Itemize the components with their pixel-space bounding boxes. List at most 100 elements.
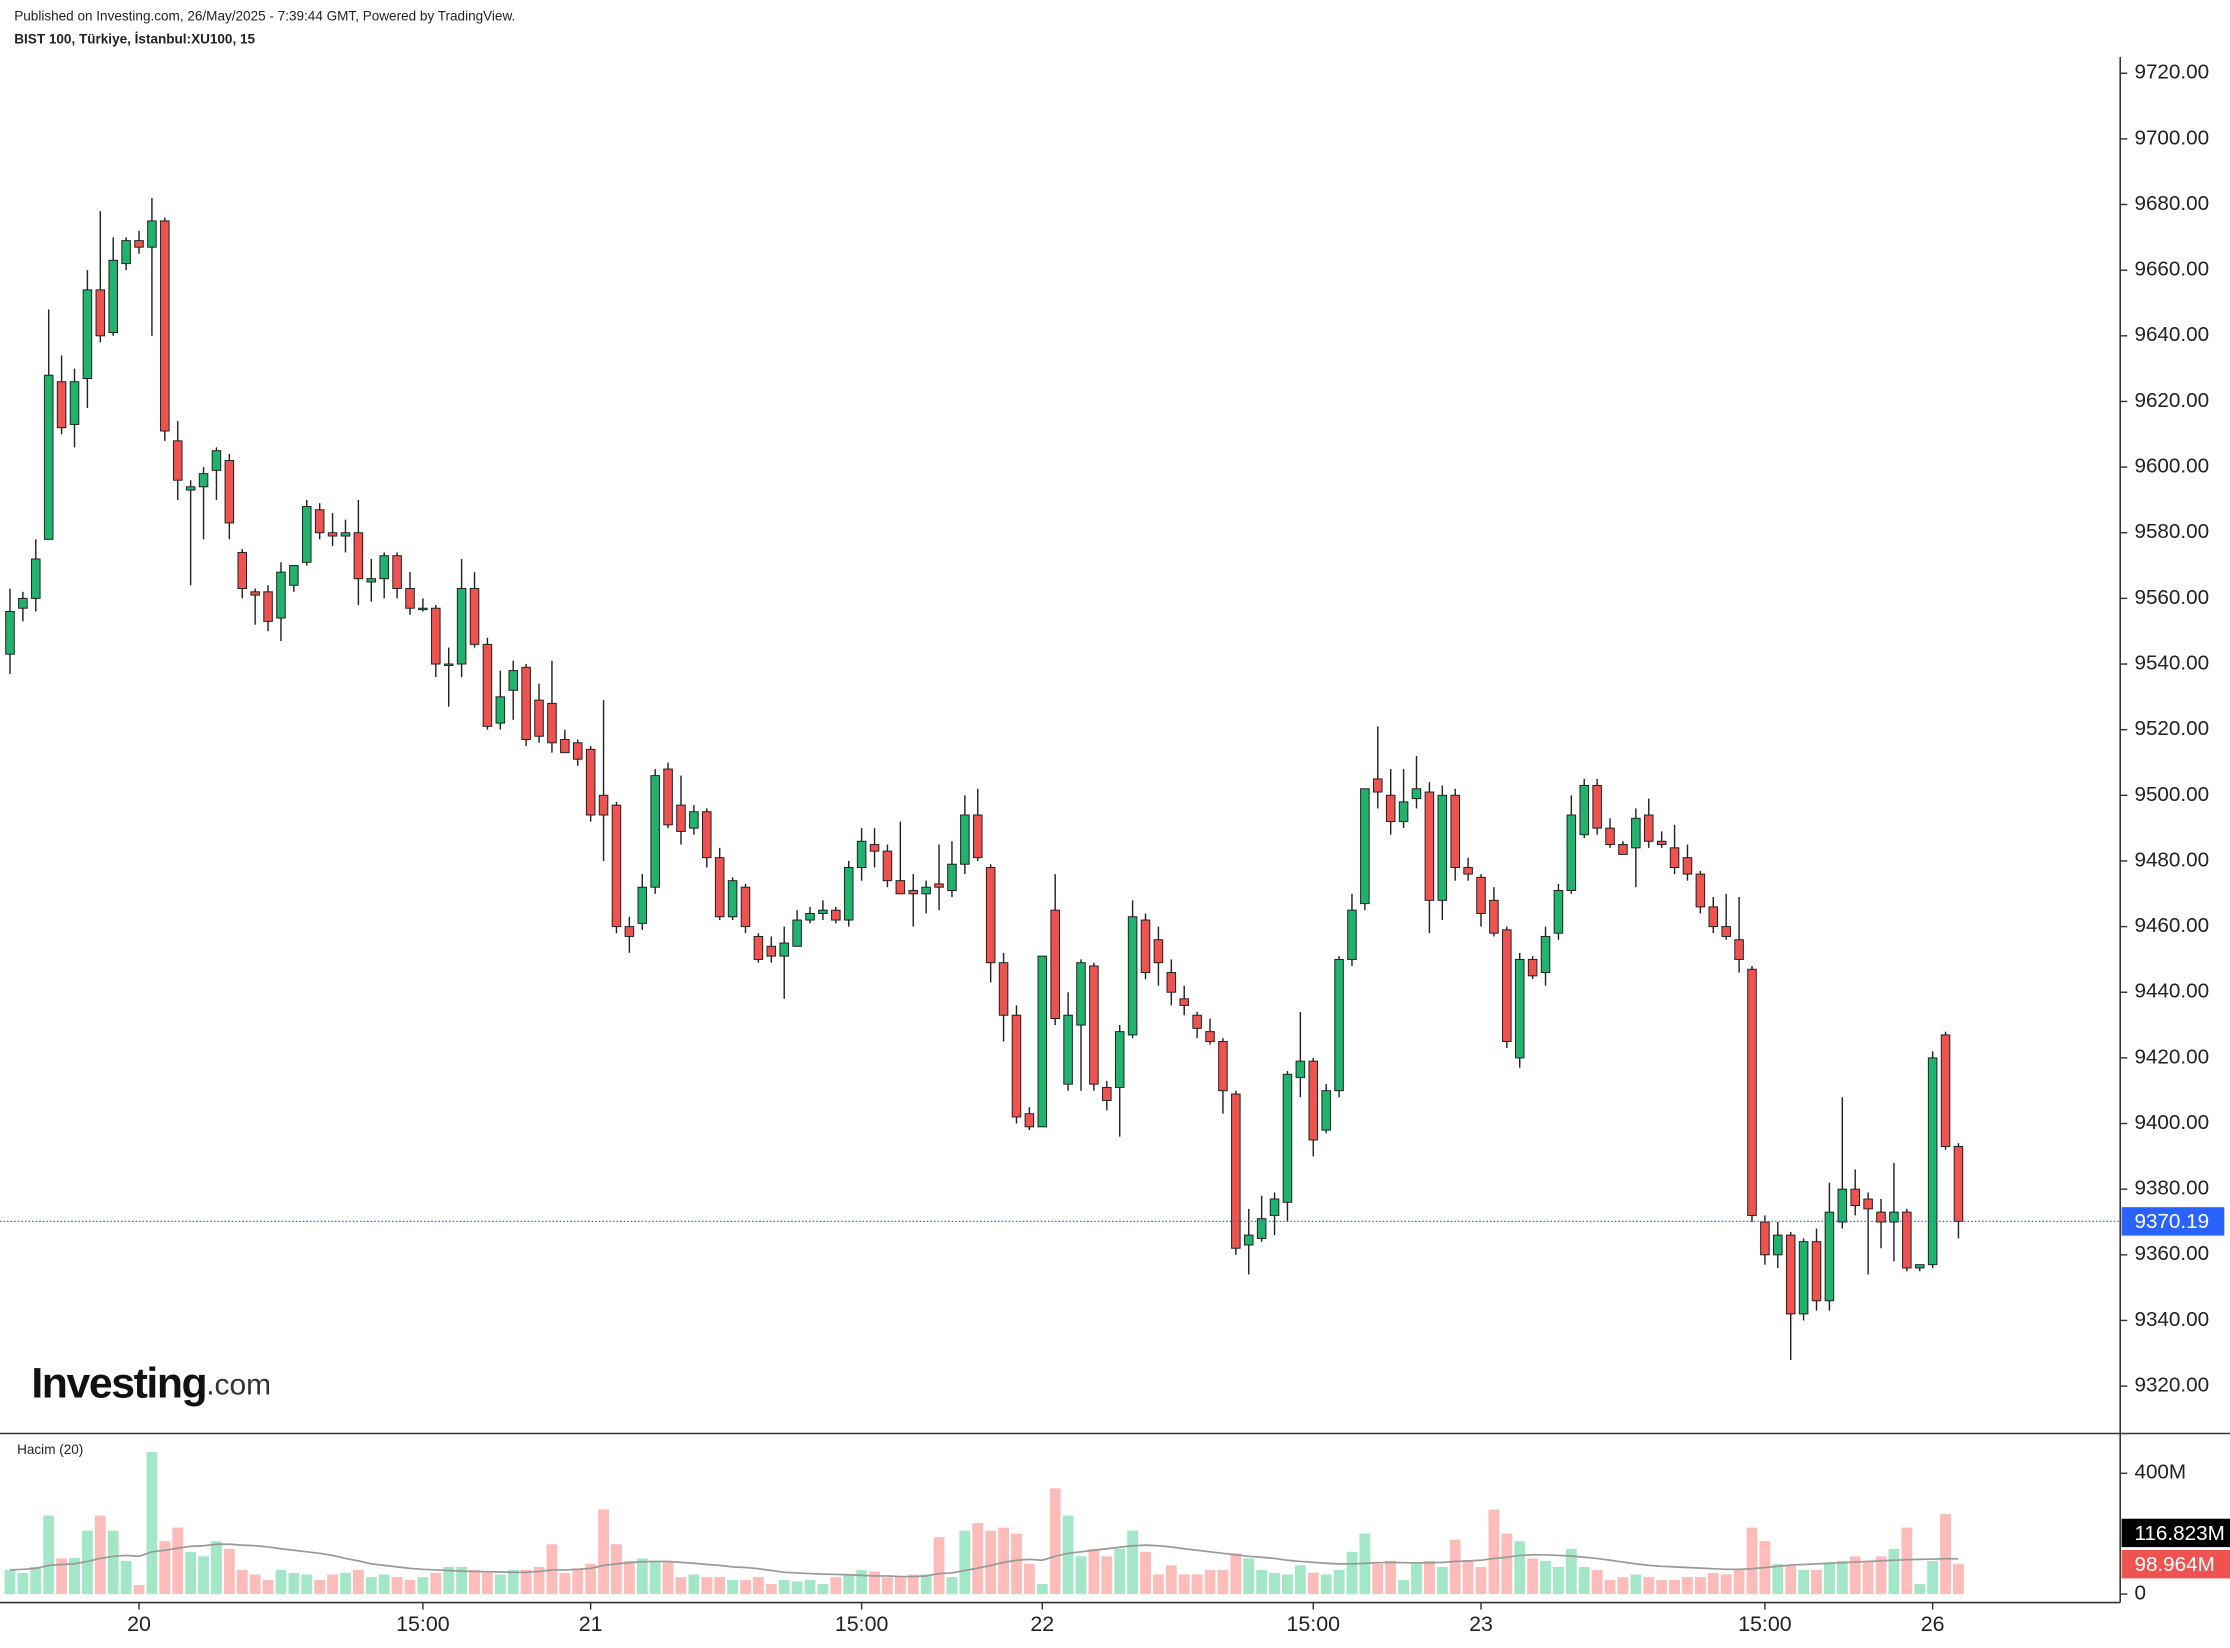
volume-bar <box>933 1537 945 1595</box>
candle-body <box>1811 1241 1822 1302</box>
candle-body <box>856 840 867 869</box>
candle-body <box>263 591 273 622</box>
candle-body <box>1437 794 1448 901</box>
volume-bar <box>1307 1572 1319 1595</box>
candle-body <box>1076 962 1086 1026</box>
volume-bar <box>365 1577 377 1595</box>
y-tick-label: 9320.00 <box>2134 1374 2209 1397</box>
volume-bar <box>262 1579 274 1595</box>
volume-bar <box>172 1527 184 1595</box>
volume-bar <box>301 1574 313 1595</box>
y-tick-label: 9380.00 <box>2134 1177 2209 1200</box>
candle-body <box>934 883 944 888</box>
candle-body <box>1669 847 1680 869</box>
volume-bar <box>1901 1527 1913 1595</box>
candle-body <box>1231 1093 1241 1249</box>
candle-body <box>431 607 441 665</box>
candle-body <box>1063 1014 1073 1085</box>
candle-body <box>147 220 157 248</box>
candle-body <box>1489 899 1499 934</box>
volume-bar <box>1733 1569 1745 1595</box>
volume-bar <box>765 1584 777 1595</box>
candle-body <box>766 945 777 957</box>
volume-bar <box>1075 1556 1087 1595</box>
candle-body <box>379 555 389 580</box>
candle-body <box>985 867 996 964</box>
candle-body <box>869 844 880 852</box>
candle-body <box>895 880 906 895</box>
candle-body <box>134 240 144 248</box>
candle-body <box>1114 1031 1125 1088</box>
candle-body <box>1127 916 1138 1036</box>
candle-body <box>224 460 235 524</box>
volume-bar <box>1591 1569 1603 1595</box>
candle-body <box>1708 906 1719 928</box>
candle-body <box>1089 965 1099 1085</box>
volume-bar <box>1682 1577 1693 1595</box>
x-tick-label: 15:00 <box>835 1612 889 1636</box>
candle-body <box>676 804 686 832</box>
volume-bar <box>1088 1548 1100 1595</box>
volume-bar <box>1398 1579 1410 1595</box>
volume-bar <box>1320 1574 1332 1595</box>
y-tick-label: 9440.00 <box>2134 980 2209 1003</box>
candle-body <box>31 558 41 599</box>
volume-tag <box>2121 1549 2230 1579</box>
candle-body <box>1153 939 1164 964</box>
y-tick-label: 9360.00 <box>2134 1242 2209 1265</box>
volume-bar <box>1553 1566 1564 1595</box>
volume-bar <box>1462 1560 1474 1595</box>
candle-body <box>1140 919 1151 974</box>
volume-bar <box>856 1569 868 1595</box>
volume-bar <box>1282 1574 1293 1595</box>
volume-bar <box>1049 1488 1061 1595</box>
volume-bar <box>133 1585 145 1595</box>
candle-body <box>1773 1234 1783 1256</box>
candle-body <box>1850 1188 1860 1207</box>
candle-body <box>818 909 828 914</box>
candle-body <box>1889 1211 1899 1223</box>
y-tick-label: 9620.00 <box>2134 389 2209 412</box>
volume-bar <box>1372 1563 1384 1595</box>
candle-body <box>1360 788 1370 905</box>
volume-bar <box>1140 1551 1151 1595</box>
candle-body <box>1295 1060 1306 1079</box>
volume-bar <box>1798 1569 1810 1595</box>
candle-body <box>18 597 28 609</box>
candle-body <box>1334 958 1344 1092</box>
volume-bar <box>598 1509 609 1595</box>
volume-bar <box>869 1571 880 1595</box>
candle-body <box>237 551 248 590</box>
last-price-tag <box>2121 1207 2225 1236</box>
candle-body <box>624 926 635 937</box>
volume-bar <box>1565 1548 1577 1595</box>
logo-brand: Investing <box>31 1360 206 1408</box>
candle-body <box>1476 876 1486 914</box>
volume-bar <box>1333 1569 1345 1595</box>
x-tick-label: 20 <box>127 1612 151 1636</box>
volume-bar <box>894 1577 906 1595</box>
candle-body <box>521 666 531 741</box>
volume-bar <box>636 1558 648 1595</box>
volume-bar <box>1423 1560 1435 1595</box>
candle-body <box>1192 1014 1202 1029</box>
candle-body <box>702 811 712 859</box>
candle-body <box>1566 814 1577 891</box>
volume-bar <box>1617 1577 1629 1595</box>
volume-bar <box>1101 1556 1113 1595</box>
volume-bar <box>817 1584 829 1595</box>
volume-bar <box>1940 1514 1951 1595</box>
candle-body <box>1863 1198 1873 1210</box>
candle-body <box>585 748 596 816</box>
volume-bar <box>662 1560 674 1595</box>
volume-bar <box>1514 1541 1526 1595</box>
candle-body <box>1876 1211 1886 1223</box>
candle-body <box>1024 1113 1035 1128</box>
volume-bar <box>223 1548 235 1595</box>
volume-bar <box>159 1541 171 1595</box>
volume-bar <box>1346 1551 1358 1595</box>
volume-tick-label: 400M <box>2134 1461 2186 1484</box>
volume-bar <box>1411 1563 1422 1595</box>
candle-body <box>650 775 660 888</box>
volume-bar <box>4 1569 16 1595</box>
